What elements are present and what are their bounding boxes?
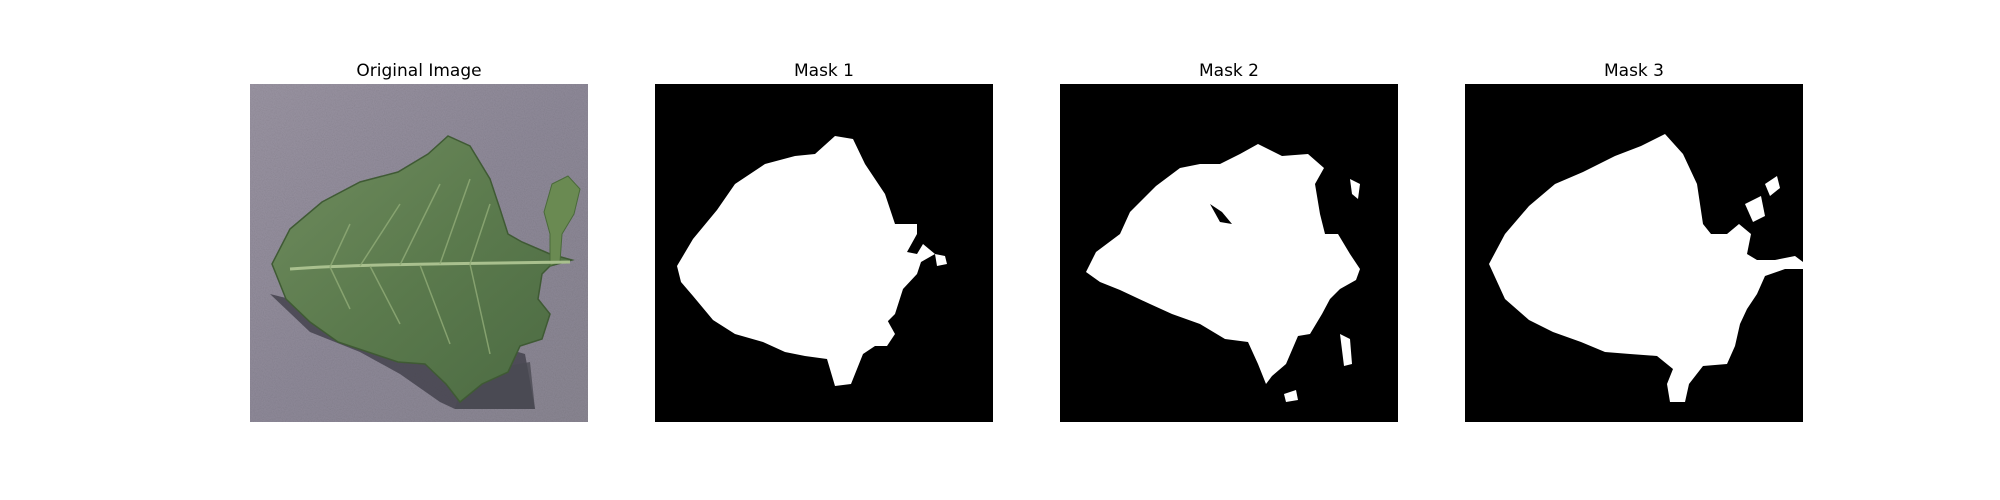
panel-mask-3: Mask 3 <box>1465 59 1803 422</box>
mask-3-image <box>1465 84 1803 422</box>
panel-original-image: Original Image <box>250 59 588 422</box>
panel-title: Mask 2 <box>1198 61 1259 81</box>
panel-mask-2: Mask 2 <box>1060 59 1398 422</box>
panel-mask-1: Mask 1 <box>655 59 993 422</box>
original-leaf-image <box>250 84 588 422</box>
panel-title: Mask 3 <box>1603 61 1664 81</box>
mask-1-image <box>655 84 993 422</box>
mask-2-image <box>1060 84 1398 422</box>
panel-title: Mask 1 <box>793 61 854 81</box>
panel-title: Original Image <box>356 61 482 81</box>
